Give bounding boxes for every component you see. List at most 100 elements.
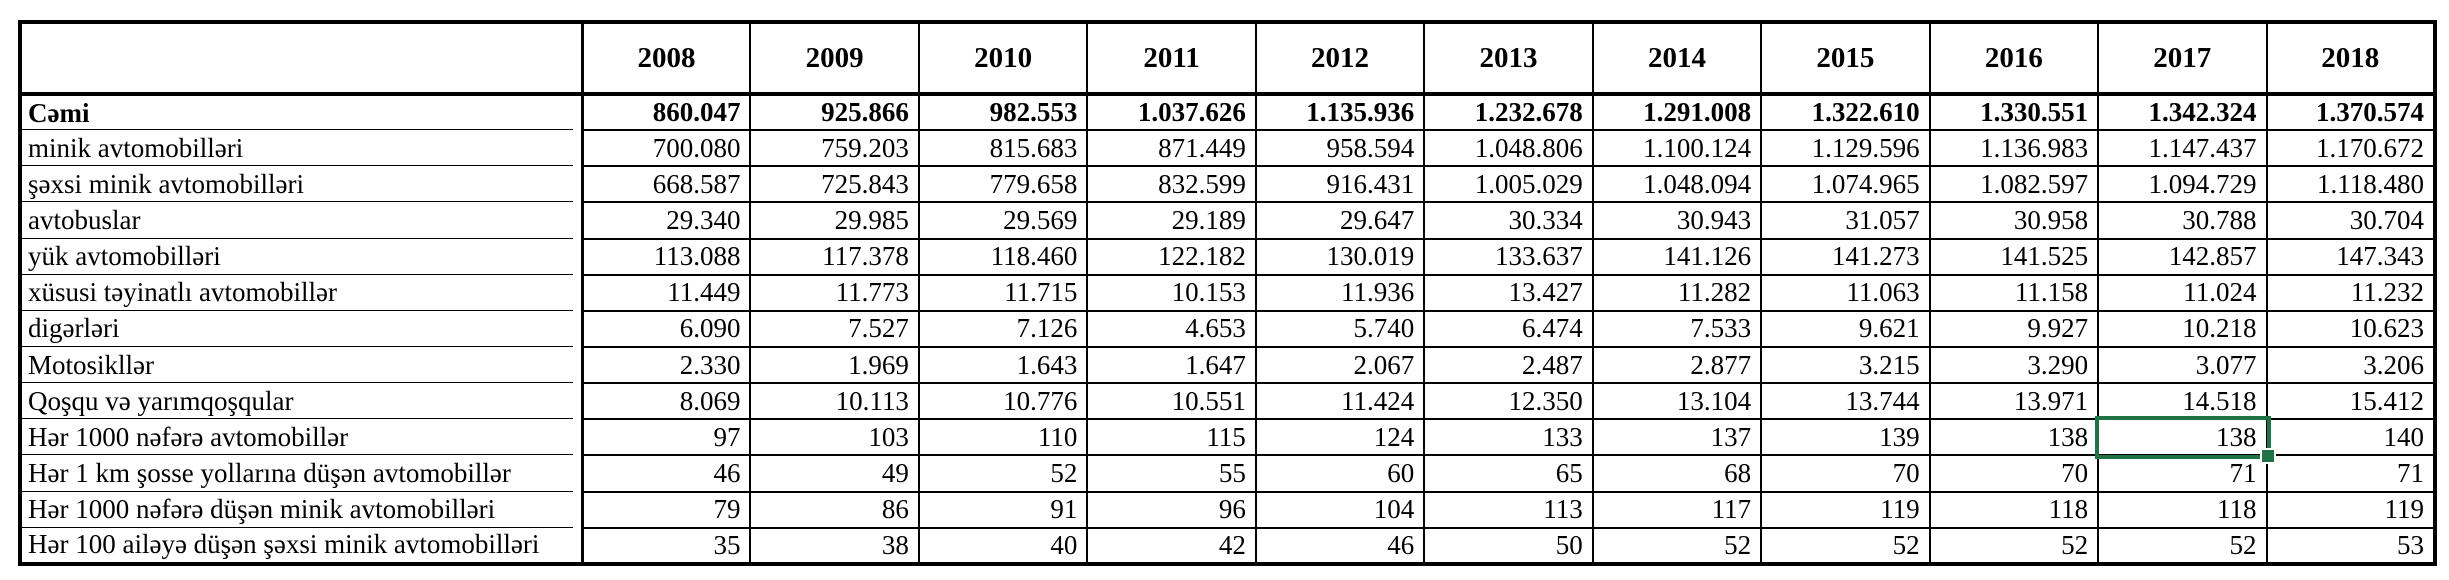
row-label-cell[interactable]: Qoşqu və yarımqoşqular — [18, 383, 584, 420]
row-label-cell[interactable]: Hər 1000 nəfərə düşən minik avtomobillər… — [18, 491, 584, 528]
data-cell[interactable]: 1.330.551 — [1928, 92, 2100, 132]
data-cell[interactable]: 46 — [1254, 526, 1426, 566]
data-cell[interactable]: 5.740 — [1254, 309, 1426, 348]
data-cell[interactable]: 1.094.729 — [2097, 165, 2268, 204]
data-cell[interactable]: 29.647 — [1254, 201, 1426, 240]
year-header[interactable]: 2012 — [1254, 22, 1426, 96]
data-cell[interactable]: 1.370.574 — [2265, 92, 2437, 132]
data-cell[interactable]: 113.088 — [580, 237, 752, 276]
data-cell[interactable]: 1.291.008 — [1591, 92, 1763, 132]
data-cell[interactable]: 60 — [1254, 454, 1426, 493]
data-cell[interactable]: 3.077 — [2097, 345, 2268, 385]
data-cell[interactable]: 141.525 — [1928, 237, 2100, 276]
data-cell[interactable]: 86 — [749, 490, 920, 529]
data-cell[interactable]: 53 — [2265, 526, 2437, 566]
data-cell[interactable]: 141.126 — [1591, 237, 1763, 276]
data-cell[interactable]: 925.866 — [749, 92, 920, 132]
data-cell[interactable]: 1.037.626 — [1086, 92, 1257, 132]
data-cell[interactable]: 1.074.965 — [1760, 165, 1931, 204]
year-header[interactable]: 2013 — [1423, 22, 1594, 96]
data-cell[interactable]: 96 — [1086, 490, 1257, 529]
data-cell[interactable]: 871.449 — [1086, 129, 1257, 168]
data-cell[interactable]: 68 — [1591, 454, 1763, 493]
data-cell[interactable]: 117 — [1591, 490, 1763, 529]
data-cell[interactable]: 35 — [580, 526, 752, 566]
data-cell[interactable]: 29.985 — [749, 201, 920, 240]
data-cell[interactable]: 4.653 — [1086, 309, 1257, 348]
data-cell[interactable]: 119 — [1760, 490, 1931, 529]
data-cell[interactable]: 52 — [1591, 526, 1763, 566]
data-cell[interactable]: 103 — [749, 418, 920, 457]
data-cell[interactable]: 10.153 — [1086, 273, 1257, 312]
data-cell[interactable]: 70 — [1760, 454, 1931, 493]
year-header[interactable]: 2017 — [2097, 22, 2268, 96]
row-label-cell[interactable]: xüsusi təyinatlı avtomobillər — [18, 274, 584, 311]
year-header[interactable]: 2008 — [580, 22, 752, 96]
data-cell[interactable]: 14.518 — [2097, 382, 2268, 421]
data-cell[interactable]: 7.126 — [917, 309, 1089, 348]
data-cell[interactable]: 11.936 — [1254, 273, 1426, 312]
data-cell[interactable]: 71 — [2097, 454, 2268, 493]
data-cell[interactable]: 30.788 — [2097, 201, 2268, 240]
corner-cell[interactable] — [19, 22, 584, 96]
data-cell[interactable]: 29.189 — [1086, 201, 1257, 240]
data-cell[interactable]: 113 — [1423, 490, 1594, 529]
data-cell[interactable]: 124 — [1254, 418, 1426, 457]
year-header[interactable]: 2014 — [1591, 22, 1763, 96]
data-cell[interactable]: 958.594 — [1254, 129, 1426, 168]
data-cell[interactable]: 40 — [917, 526, 1089, 566]
data-cell[interactable]: 15.412 — [2265, 382, 2437, 421]
data-cell[interactable]: 118 — [2097, 490, 2268, 529]
data-cell[interactable]: 30.958 — [1928, 201, 2100, 240]
data-cell[interactable]: 700.080 — [580, 129, 752, 168]
data-cell[interactable]: 1.048.094 — [1591, 165, 1763, 204]
data-cell[interactable]: 147.343 — [2265, 237, 2437, 276]
data-cell[interactable]: 79 — [580, 490, 752, 529]
data-cell[interactable]: 1.082.597 — [1928, 165, 2100, 204]
data-cell[interactable]: 55 — [1086, 454, 1257, 493]
data-cell[interactable]: 10.776 — [917, 382, 1089, 421]
data-cell[interactable]: 1.643 — [917, 345, 1089, 385]
year-header[interactable]: 2016 — [1928, 22, 2100, 96]
data-cell[interactable]: 97 — [580, 418, 752, 457]
data-cell[interactable]: 1.647 — [1086, 345, 1257, 385]
data-cell[interactable]: 122.182 — [1086, 237, 1257, 276]
data-cell[interactable]: 10.113 — [749, 382, 920, 421]
data-cell[interactable]: 1.147.437 — [2097, 129, 2268, 168]
data-cell[interactable]: 1.129.596 — [1760, 129, 1931, 168]
data-cell[interactable]: 139 — [1760, 418, 1931, 457]
data-cell[interactable]: 9.621 — [1760, 309, 1931, 348]
data-cell[interactable]: 91 — [917, 490, 1089, 529]
data-cell[interactable]: 29.569 — [917, 201, 1089, 240]
data-cell[interactable]: 42 — [1086, 526, 1257, 566]
row-label-cell[interactable]: şəxsi minik avtomobilləri — [18, 166, 584, 203]
data-cell[interactable]: 11.024 — [2097, 273, 2268, 312]
data-cell[interactable]: 6.474 — [1423, 309, 1594, 348]
data-cell[interactable]: 1.005.029 — [1423, 165, 1594, 204]
data-cell[interactable]: 2.877 — [1591, 345, 1763, 385]
data-cell[interactable]: 104 — [1254, 490, 1426, 529]
row-label-cell[interactable]: Hər 100 ailəyə düşən şəxsi minik avtomob… — [18, 527, 584, 564]
row-label-cell[interactable]: minik avtomobilləri — [18, 130, 584, 167]
data-cell[interactable]: 50 — [1423, 526, 1594, 566]
row-label-cell[interactable]: Motosikllər — [18, 346, 584, 384]
data-cell[interactable]: 860.047 — [580, 92, 752, 132]
fill-handle[interactable] — [2259, 448, 2276, 465]
data-cell[interactable]: 815.683 — [917, 129, 1089, 168]
data-cell[interactable]: 2.067 — [1254, 345, 1426, 385]
data-cell[interactable]: 138 — [1928, 418, 2100, 457]
data-cell[interactable]: 9.927 — [1928, 309, 2100, 348]
data-cell[interactable]: 140 — [2265, 418, 2437, 457]
data-cell[interactable]: 1.100.124 — [1591, 129, 1763, 168]
data-cell[interactable]: 65 — [1423, 454, 1594, 493]
data-cell[interactable]: 759.203 — [749, 129, 920, 168]
row-label-cell[interactable]: yük avtomobilləri — [18, 238, 584, 275]
data-cell[interactable]: 71 — [2265, 454, 2437, 493]
data-cell[interactable]: 1.232.678 — [1423, 92, 1594, 132]
data-cell[interactable]: 916.431 — [1254, 165, 1426, 204]
data-cell[interactable]: 10.218 — [2097, 309, 2268, 348]
data-cell[interactable]: 11.282 — [1591, 273, 1763, 312]
data-cell[interactable]: 1.342.324 — [2097, 92, 2268, 132]
data-cell[interactable]: 13.427 — [1423, 273, 1594, 312]
data-cell[interactable]: 1.969 — [749, 345, 920, 385]
